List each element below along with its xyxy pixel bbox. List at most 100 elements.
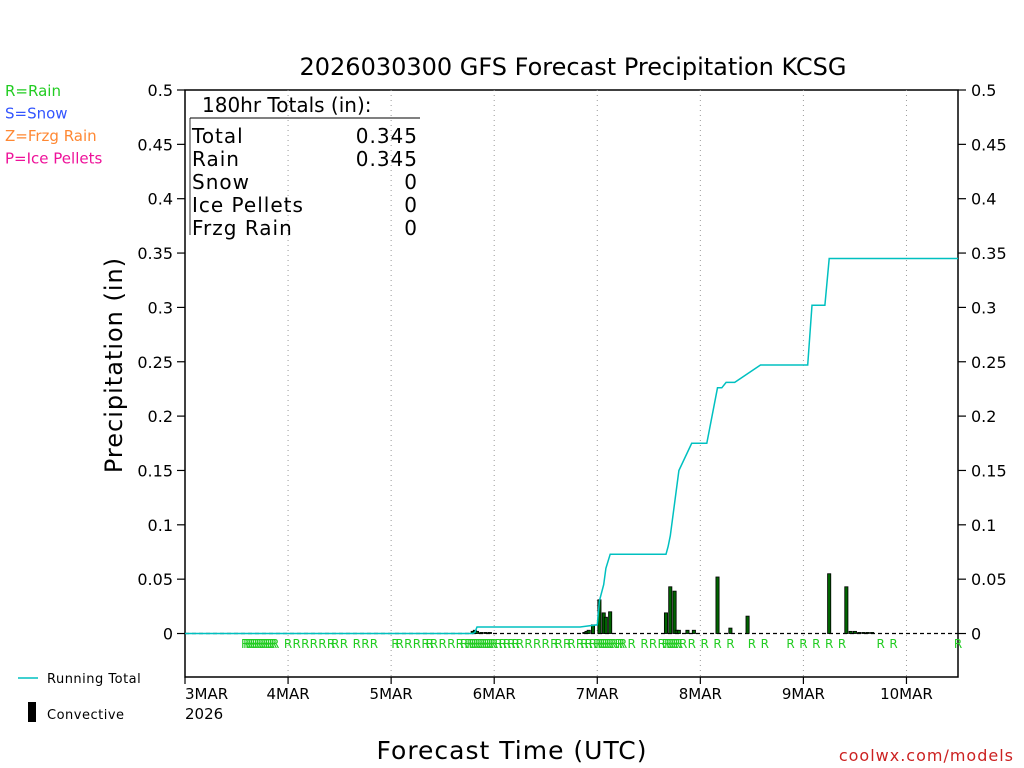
ptype-marker: R: [595, 637, 603, 651]
ptype-marker: R: [585, 637, 593, 651]
ptype-marker: R: [456, 637, 464, 651]
y-axis-right: 0 0.05 0.1 0.15 0.2 0.25 0.3 0.35 0.4 0.45 0.5: [958, 81, 1007, 644]
totals-row-value: 0: [404, 193, 418, 217]
credit-text: coolwx.com/models: [839, 746, 1014, 765]
ptype-marker: R: [241, 637, 249, 651]
y-tick-label-right: 0.35: [971, 244, 1007, 263]
convective-bar: [870, 632, 875, 634]
ptype-marker: R: [679, 637, 687, 651]
ptype-marker: R: [550, 637, 558, 651]
ptype-marker: R: [340, 637, 348, 651]
convective-bar: [865, 632, 870, 634]
plot-frame: [184, 89, 959, 678]
series-legend: Running Total Convective: [18, 672, 141, 723]
x-axis-label: Forecast Time (UTC): [377, 736, 648, 765]
ptype-marker: R: [353, 637, 361, 651]
totals-row-label: Snow: [192, 170, 250, 194]
totals-row-label: Frzg Rain: [192, 216, 293, 240]
ptype-marker: R: [477, 637, 485, 651]
convective-bar: [668, 586, 673, 634]
ptype-marker: R: [673, 637, 681, 651]
totals-row-label: Total: [191, 124, 244, 148]
ptype-marker: R: [265, 637, 273, 651]
ptype-marker: R: [554, 637, 562, 651]
ptype-legend: R=Rain S=Snow Z=Frzg Rain P=Ice Pellets: [5, 82, 102, 168]
ptype-marker: R: [475, 637, 483, 651]
ptype-marker: R: [812, 637, 820, 651]
y-tick-label: 0.35: [137, 244, 173, 263]
ptype-marker: R: [877, 637, 885, 651]
y-tick-label-right: 0.1: [971, 516, 996, 535]
ptype-marker: R: [267, 637, 275, 651]
ptype-marker: R: [608, 637, 616, 651]
x-tick-label: 10MAR: [880, 685, 933, 703]
ptype-marker: R: [488, 637, 496, 651]
chart-title: 2026030300 GFS Forecast Precipitation KC…: [299, 53, 846, 81]
ptype-marker: R: [700, 637, 708, 651]
ptype-marker: R: [247, 637, 255, 651]
y-axis-left: 0 0.05 0.1 0.15 0.2 0.25 0.3 0.35 0.4 0.45 0.5: [137, 81, 185, 644]
ptype-marker: R: [460, 637, 468, 651]
y-tick-label: 0.05: [137, 570, 173, 589]
running-total-line: [185, 257, 958, 635]
x-tick-label: 9MAR: [782, 685, 825, 703]
convective-bar: [483, 632, 488, 634]
ptype-marker: R: [292, 637, 300, 651]
ptype-marker: R: [438, 637, 446, 651]
ptype-marker: R: [494, 637, 502, 651]
ptype-marker: R: [838, 637, 846, 651]
ptype-marker: R: [688, 637, 696, 651]
x-tick-label: 5MAR: [370, 685, 413, 703]
ptype-marker: R: [627, 637, 635, 651]
convective-bar: [672, 590, 677, 634]
ptype-marker: R: [889, 637, 897, 651]
ptype-marker: R: [617, 637, 625, 651]
convective-bar: [479, 632, 484, 634]
ptype-marker: R: [726, 637, 734, 651]
totals-row-value: 0.345: [356, 124, 418, 148]
convective-bar: [487, 632, 492, 634]
ptype-marker: R: [430, 637, 438, 651]
convective-bars: [470, 573, 875, 634]
ptype-marker: R: [542, 637, 550, 651]
ptype-marker: R: [786, 637, 794, 651]
ptype-marker: R: [396, 637, 404, 651]
convective-bar: [857, 632, 862, 634]
y-tick-label-right: 0.4: [971, 190, 996, 209]
y-tick-label: 0.3: [148, 298, 173, 317]
ptype-marker: R: [668, 637, 676, 651]
y-tick-label: 0: [163, 625, 173, 644]
y-tick-label-right: 0.05: [971, 570, 1007, 589]
x-tick-sublabel: 2026: [185, 705, 223, 723]
running-total-legend-label: Running Total: [47, 672, 141, 687]
ptype-marker: R: [512, 637, 520, 651]
convective-bar: [608, 611, 613, 634]
ptype-marker: R: [563, 637, 571, 651]
y-tick-label: 0.4: [148, 190, 173, 209]
y-tick-label-right: 0.3: [971, 298, 996, 317]
ptype-marker: R: [503, 637, 511, 651]
ptype-legend-entry: R=Rain: [5, 82, 61, 100]
ptype-marker: R: [593, 637, 601, 651]
ptype-marker: R: [486, 637, 494, 651]
ptype-marker: R: [421, 637, 429, 651]
ptype-marker: R: [524, 637, 532, 651]
ptype-marker: R: [404, 637, 412, 651]
ptype-marker: R: [473, 637, 481, 651]
totals-row-value: 0.345: [356, 147, 418, 171]
ptype-marker: R: [662, 637, 670, 651]
ptype-marker: R: [799, 637, 807, 651]
y-axis-label: Precipitation (in): [100, 257, 128, 473]
totals-header: 180hr Totals (in):: [202, 93, 372, 117]
totals-row-value: 0: [404, 170, 418, 194]
y-tick-label: 0.15: [137, 461, 173, 480]
ptype-marker: R: [507, 637, 515, 651]
ptype-marker: R: [649, 637, 657, 651]
ptype-legend-entry: S=Snow: [5, 105, 68, 123]
convective-bar: [691, 629, 696, 634]
ptype-marker: R: [271, 637, 279, 651]
totals-row-value: 0: [404, 216, 418, 240]
convective-bar: [728, 627, 733, 634]
ptype-marker: R: [284, 637, 292, 651]
